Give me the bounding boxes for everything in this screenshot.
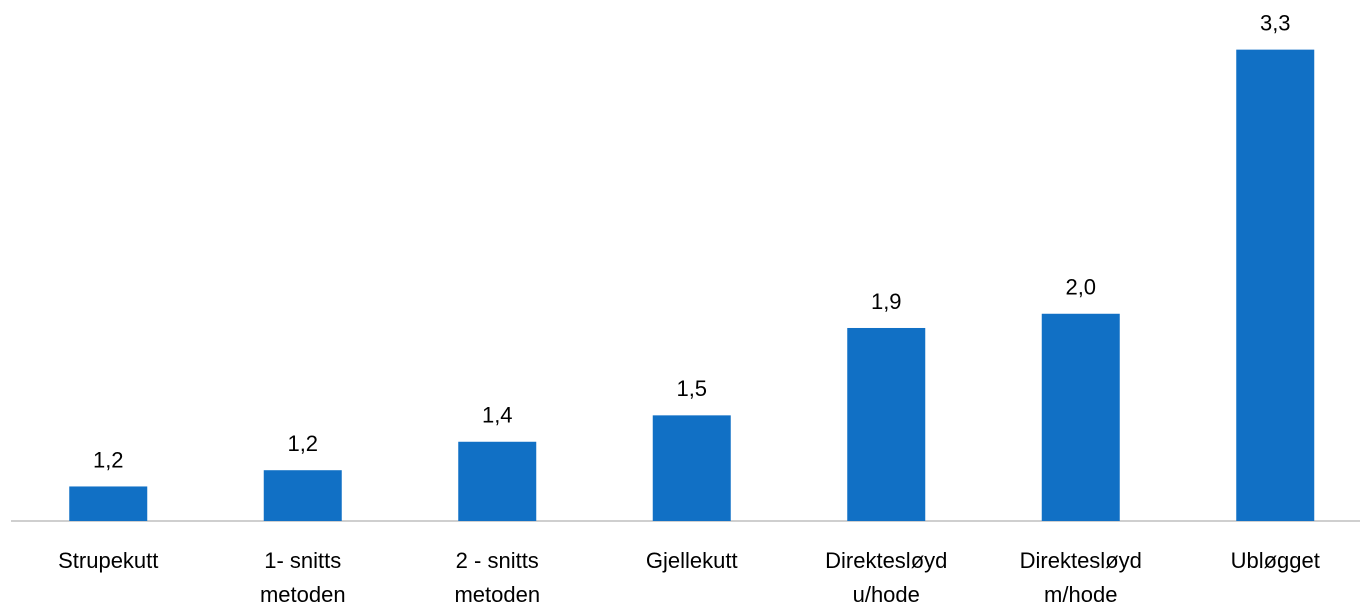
value-label: 1,2 <box>287 431 318 456</box>
value-label: 1,2 <box>93 447 124 472</box>
x-tick-label: metoden <box>260 582 346 607</box>
x-tick-label: u/hode <box>853 582 920 607</box>
bar <box>263 470 342 521</box>
x-tick-label: Gjellekutt <box>646 548 738 573</box>
x-tick-label: Ubløgget <box>1231 548 1320 573</box>
x-tick-label: Strupekutt <box>58 548 158 573</box>
value-label: 1,5 <box>676 376 707 401</box>
x-tick-label: 1- snitts <box>264 548 341 573</box>
bar <box>1041 313 1120 521</box>
bar <box>69 486 148 521</box>
bar <box>847 327 926 521</box>
x-tick-label: Direktesløyd <box>1020 548 1142 573</box>
bar <box>1236 49 1315 522</box>
value-label: 1,9 <box>871 289 902 314</box>
bar <box>458 441 537 521</box>
x-tick-label: Direktesløyd <box>825 548 947 573</box>
bar <box>652 415 731 521</box>
value-label: 3,3 <box>1260 10 1291 35</box>
value-label: 1,4 <box>482 403 513 428</box>
x-tick-label: metoden <box>454 582 540 607</box>
x-tick-label: m/hode <box>1044 582 1117 607</box>
x-tick-label: 2 - snitts <box>456 548 539 573</box>
value-label: 2,0 <box>1065 275 1096 300</box>
